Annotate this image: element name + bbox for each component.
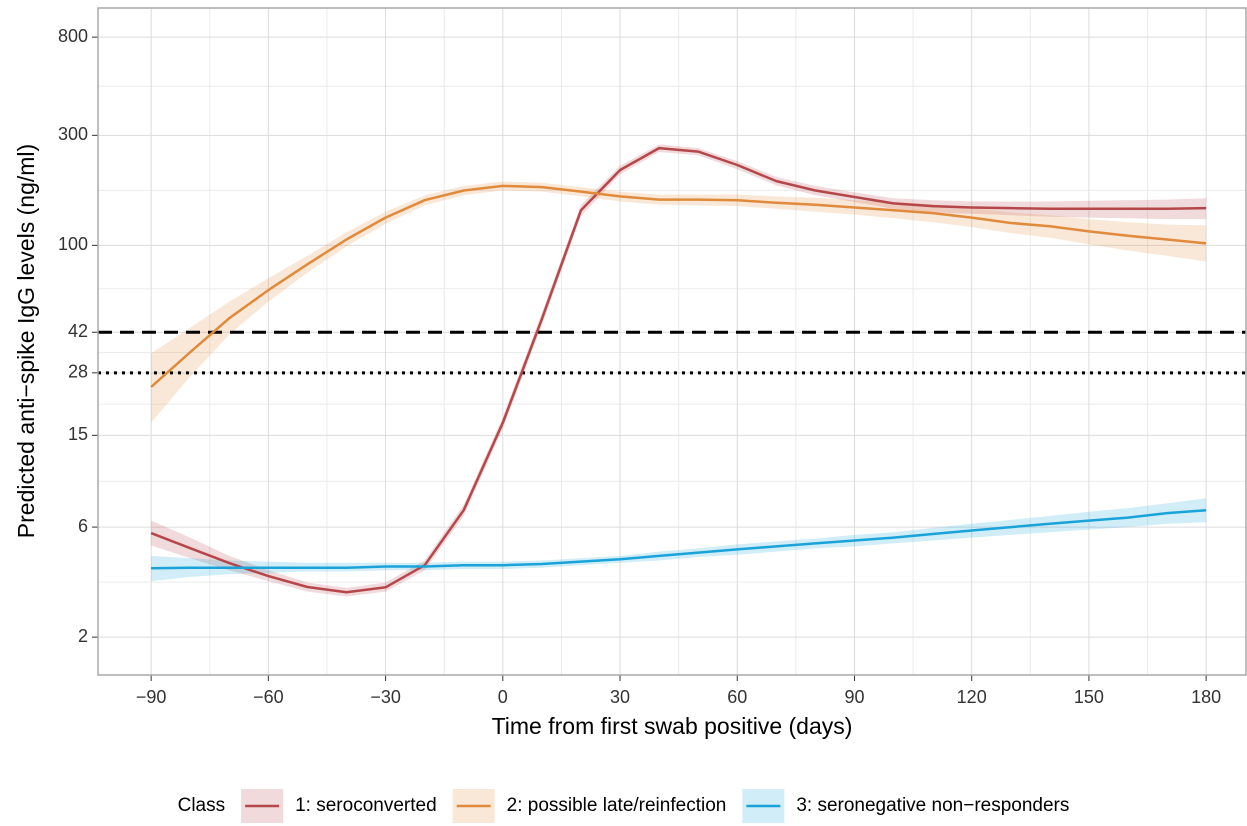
x-axis-title: Time from first swab positive (days)	[492, 713, 853, 739]
legend-label: 1: seroconverted	[295, 795, 437, 816]
series-line	[151, 508, 1207, 570]
y-tick-label: 2	[78, 626, 88, 646]
x-tick-label: 30	[610, 687, 630, 707]
x-tick-label: 180	[1191, 687, 1221, 707]
x-tick-label: −60	[253, 687, 284, 707]
legend-label: 2: possible late/reinfection	[507, 795, 727, 816]
axes: −90 −60 −30 0 30 60 90 120 150 180 2 6 15 28 42 100 300 8…	[58, 7, 1247, 707]
x-tick-label: −90	[136, 687, 167, 707]
legend-title: Class	[178, 795, 226, 816]
y-tick-label: 28	[68, 362, 88, 382]
x-tick-label: 150	[1074, 687, 1104, 707]
y-tick-label: 100	[58, 234, 88, 254]
y-tick-label: 15	[68, 424, 88, 444]
x-tick-label: 120	[957, 687, 987, 707]
y-tick-label: 300	[58, 124, 88, 144]
legend-item: 3: seronegative non−responders	[742, 789, 1069, 823]
series-line	[150, 184, 1207, 388]
x-tick-label: 60	[727, 687, 747, 707]
series-line	[150, 146, 1207, 594]
x-tick-label: 90	[844, 687, 864, 707]
reference-lines	[98, 330, 1246, 375]
y-tick-label: 800	[58, 26, 88, 46]
legend-label: 3: seronegative non−responders	[796, 795, 1069, 816]
legend-item: 1: seroconverted	[241, 789, 437, 823]
plot-frame	[97, 7, 1247, 676]
x-tick-label: −30	[370, 687, 401, 707]
x-tick-label: 0	[498, 687, 508, 707]
y-tick-label: 6	[78, 516, 88, 536]
legend: Class 1: seroconverted 2: possible late/re…	[178, 789, 1069, 823]
y-axis-title: Predicted anti−spike IgG levels (ng/ml)	[13, 144, 39, 538]
lines	[150, 146, 1207, 594]
y-tick-label: 42	[68, 321, 88, 341]
legend-item: 2: possible late/reinfection	[452, 789, 727, 823]
